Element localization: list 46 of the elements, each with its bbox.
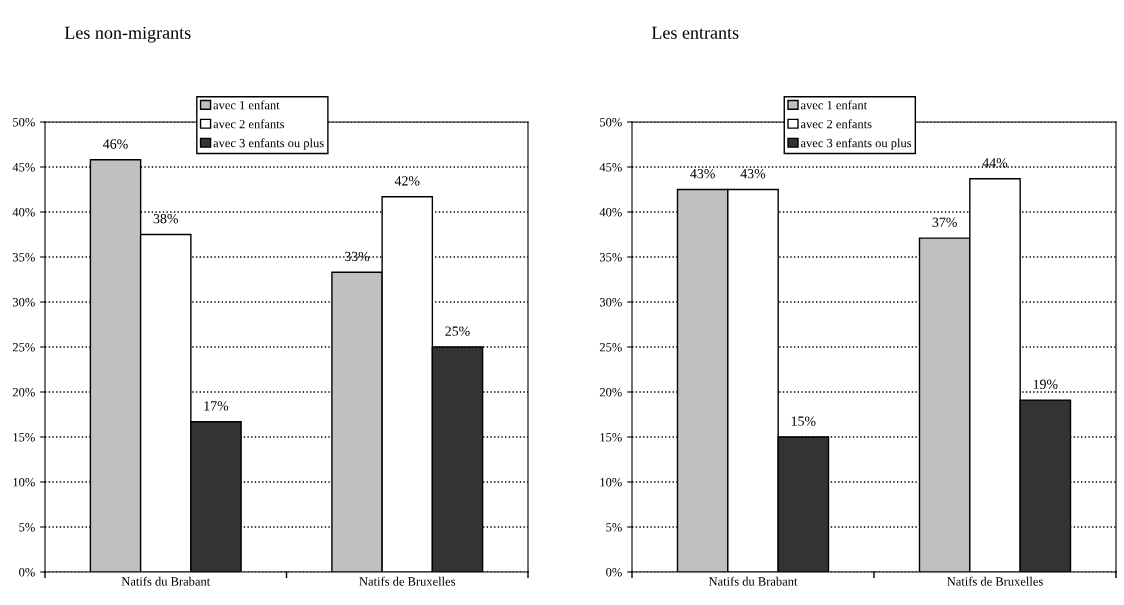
x-tick-label: Natifs du Brabant (708, 576, 798, 586)
y-tick-label: 0% (606, 568, 622, 577)
y-tick-label: 50% (600, 118, 622, 127)
data-label: 43% (690, 168, 715, 179)
y-tick-label: 15% (600, 433, 622, 442)
legend-label: avec 3 enfants ou plus (800, 138, 912, 150)
y-tick-label: 45% (599, 163, 622, 172)
legend-label: avec 2 enfants (213, 119, 285, 129)
y-tick-label: 5% (606, 523, 622, 532)
chart-title: Les non-migrants (64, 26, 191, 43)
legend-label: avec 3 enfants ou plus (213, 138, 324, 150)
data-label: 19% (1033, 379, 1058, 389)
y-tick-label: 35% (599, 253, 622, 262)
y-tick-label: 25% (12, 343, 35, 352)
y-tick-label: 20% (599, 388, 622, 397)
data-label: 15% (791, 416, 816, 426)
data-label: 37% (932, 217, 957, 227)
x-tick-label: Natifs de Bruxelles (359, 576, 456, 586)
y-tick-label: 20% (12, 388, 35, 397)
chart-title: Les entrants (651, 26, 739, 39)
y-tick-label: 50% (13, 118, 35, 127)
y-tick-label: 25% (599, 343, 622, 352)
data-label: 33% (344, 251, 370, 262)
y-tick-label: 5% (19, 523, 35, 532)
y-tick-label: 45% (12, 163, 35, 172)
data-label: 46% (103, 139, 128, 149)
x-tick-label: Natifs de Bruxelles (947, 576, 1043, 586)
legend-label: avec 1 enfant (800, 100, 868, 110)
data-label: 17% (204, 401, 229, 411)
legend-label: avec 1 enfant (213, 100, 280, 110)
x-tick-label: Natifs du Brabant (121, 576, 211, 586)
legend-label: avec 2 enfants (800, 119, 872, 129)
data-label: 42% (394, 176, 420, 186)
data-label: 25% (445, 326, 470, 336)
data-label: 43% (740, 168, 766, 179)
y-tick-label: 10% (600, 478, 622, 487)
data-label: 44% (982, 158, 1008, 168)
y-tick-label: 30% (12, 298, 35, 307)
y-tick-label: 40% (599, 208, 622, 217)
y-tick-label: 15% (13, 433, 35, 442)
y-tick-label: 35% (12, 253, 35, 262)
y-tick-label: 40% (12, 208, 35, 217)
y-tick-label: 0% (19, 568, 35, 577)
y-tick-label: 10% (13, 478, 35, 487)
data-label: 38% (153, 213, 179, 224)
y-tick-label: 30% (599, 298, 622, 307)
